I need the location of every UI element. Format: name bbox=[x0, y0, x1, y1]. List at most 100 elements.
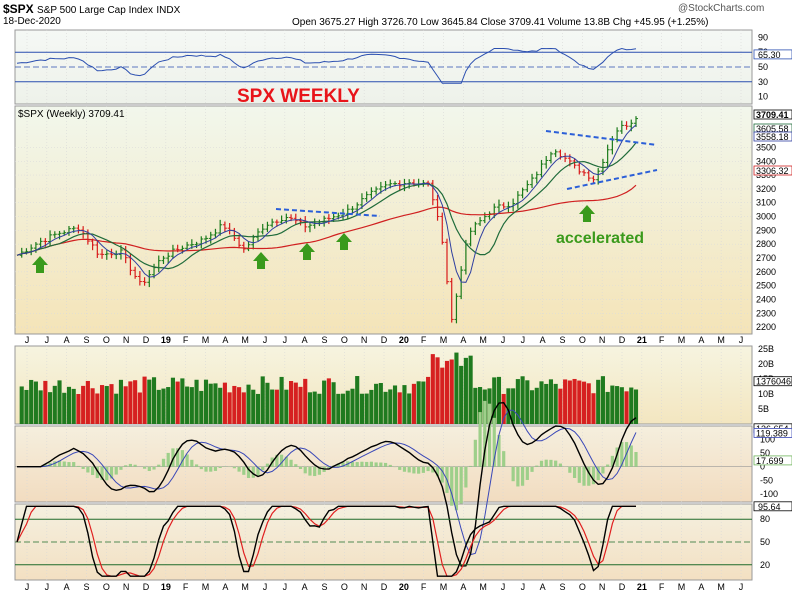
volume-bar bbox=[170, 377, 175, 424]
volume-bar bbox=[222, 382, 227, 424]
month-label: J bbox=[263, 582, 268, 592]
macd-histogram-bar bbox=[525, 466, 529, 480]
green-arrow-icon bbox=[299, 243, 315, 260]
macd-histogram-bar bbox=[629, 445, 633, 467]
green-arrow-icon bbox=[336, 233, 352, 250]
volume-bar bbox=[293, 382, 298, 424]
macd-histogram-bar bbox=[591, 466, 596, 485]
volume-bar bbox=[591, 393, 596, 424]
month-label: M bbox=[678, 335, 686, 345]
month-label: D bbox=[143, 335, 150, 345]
month-label: N bbox=[599, 582, 606, 592]
stoch-tick: 80 bbox=[760, 514, 770, 524]
macd-histogram-bar bbox=[199, 466, 203, 470]
month-label: 19 bbox=[161, 582, 171, 592]
month-label: J bbox=[25, 335, 30, 345]
volume-bar bbox=[539, 381, 544, 424]
volume-bar bbox=[331, 382, 336, 424]
macd-histogram-bar bbox=[587, 466, 591, 486]
price-tick: 3100 bbox=[756, 198, 776, 208]
trendline-lower-2020 bbox=[566, 169, 658, 190]
volume-bar bbox=[496, 376, 502, 424]
volume-bar bbox=[279, 376, 284, 424]
macd-histogram-bar bbox=[469, 465, 473, 467]
rsi-value-box bbox=[753, 49, 792, 60]
month-label: O bbox=[103, 582, 110, 592]
chart-date: 18-Dec-2020 bbox=[3, 16, 61, 27]
volume-bar bbox=[104, 386, 109, 424]
macd-histogram-bar bbox=[554, 460, 558, 467]
volume-bar bbox=[128, 381, 133, 424]
macd-histogram-bar bbox=[497, 434, 501, 467]
rsi-value-label: 65.30 bbox=[758, 50, 781, 60]
volume-bar bbox=[364, 393, 369, 424]
macd-histogram-bar bbox=[317, 466, 322, 475]
macd-value-label: 17.699 bbox=[756, 456, 784, 466]
stockcharts-watermark: @StockCharts.com bbox=[678, 3, 765, 14]
macd-histogram-bar bbox=[610, 455, 614, 467]
price-value-label: 3306.32 bbox=[756, 166, 789, 176]
month-label: O bbox=[579, 335, 586, 345]
ma-40-line bbox=[16, 184, 637, 256]
macd-histogram-bar bbox=[374, 462, 378, 467]
price-tick: 2900 bbox=[756, 225, 776, 235]
volume-bar bbox=[548, 379, 554, 424]
month-label: M bbox=[717, 582, 725, 592]
macd-histogram-bar bbox=[398, 466, 402, 470]
macd-histogram-bar bbox=[213, 466, 218, 471]
volume-bar bbox=[421, 381, 426, 424]
month-label: F bbox=[659, 582, 665, 592]
volume-bar bbox=[62, 392, 67, 424]
annotation-accelerated: accelerated bbox=[556, 230, 645, 247]
volume-bar bbox=[374, 383, 379, 424]
month-label: A bbox=[222, 335, 228, 345]
macd-histogram-bar bbox=[95, 466, 99, 479]
month-label: S bbox=[559, 582, 565, 592]
volume-bar bbox=[317, 393, 322, 424]
volume-value-box bbox=[753, 376, 792, 387]
volume-value-label: 13760466... bbox=[756, 377, 792, 387]
volume-bar bbox=[520, 376, 525, 424]
volume-bar bbox=[227, 392, 232, 424]
macd-histogram-bar bbox=[133, 464, 137, 467]
volume-bar bbox=[345, 390, 350, 424]
macd-histogram-bar bbox=[530, 466, 534, 472]
macd-value-label: 119.389 bbox=[756, 428, 788, 438]
month-label: 20 bbox=[399, 335, 409, 345]
macd-histogram-bar bbox=[473, 439, 477, 467]
volume-bar bbox=[600, 376, 605, 424]
macd-histogram-bar bbox=[119, 466, 123, 470]
ohlc-readout: Open 3675.27 High 3726.70 Low 3645.84 Cl… bbox=[292, 17, 709, 28]
volume-bar bbox=[161, 388, 166, 424]
ma-10-line bbox=[16, 142, 637, 270]
macd-histogram-bar bbox=[157, 464, 161, 467]
volume-bar bbox=[369, 389, 374, 424]
volume-bar bbox=[615, 386, 620, 424]
volume-bar bbox=[241, 392, 246, 424]
macd-tick: -100 bbox=[760, 489, 778, 499]
volume-bar bbox=[581, 381, 587, 424]
macd-histogram-bar bbox=[369, 461, 373, 467]
trendline-2019 bbox=[275, 208, 381, 217]
volume-bar bbox=[336, 393, 341, 424]
price-value-box bbox=[753, 165, 792, 176]
month-label: D bbox=[143, 582, 150, 592]
month-label: S bbox=[321, 582, 327, 592]
macd-histogram-bar bbox=[303, 466, 307, 474]
green-arrow-icon bbox=[579, 205, 595, 222]
macd-histogram-bar bbox=[596, 466, 600, 481]
macd-tick: 100 bbox=[760, 435, 775, 445]
macd-histogram-bar bbox=[237, 466, 241, 472]
volume-bar bbox=[629, 387, 634, 424]
volume-bar bbox=[76, 393, 81, 424]
price-value-label: 3558.18 bbox=[756, 132, 789, 142]
month-label: A bbox=[302, 335, 308, 345]
volume-bar bbox=[544, 383, 549, 424]
volume-bar bbox=[586, 383, 591, 424]
volume-bar bbox=[85, 380, 90, 424]
price-tick: 2600 bbox=[756, 267, 776, 277]
macd-histogram-bar bbox=[147, 466, 151, 471]
volume-bar bbox=[440, 367, 445, 424]
volume-bar bbox=[525, 380, 530, 424]
volume-bar bbox=[213, 383, 218, 424]
